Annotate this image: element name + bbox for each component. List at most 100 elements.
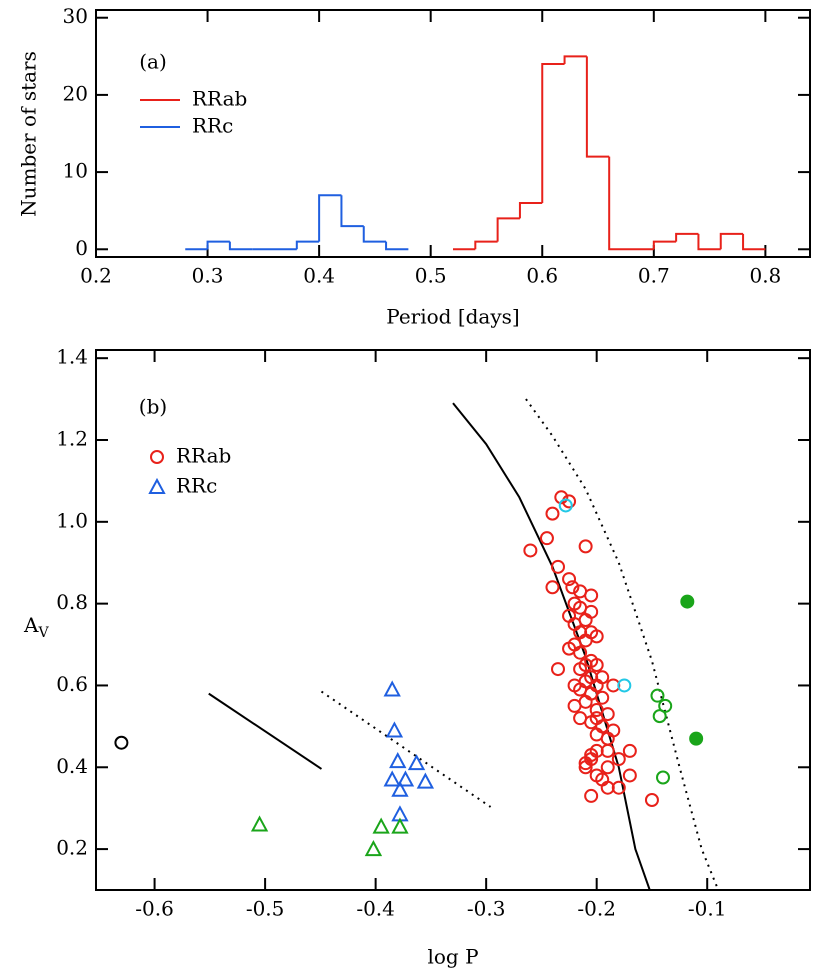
histogram-step [474, 240, 498, 250]
x-tick-label: 0.6 [526, 264, 558, 288]
y-tick-label: 0.8 [56, 590, 88, 614]
y-tick-label: 1.4 [56, 345, 88, 369]
histogram-step [228, 241, 253, 251]
circle-marker [680, 594, 695, 609]
y-tick-label: 0.6 [56, 672, 88, 696]
y-tick-label: 30 [63, 4, 88, 28]
circle-marker [545, 506, 560, 521]
x-tick-label: -0.6 [135, 897, 174, 921]
circle-marker [652, 709, 667, 724]
reference-line [452, 402, 651, 891]
y-tick-label: 20 [63, 81, 88, 105]
circle-marker [617, 678, 632, 693]
circle-marker [539, 531, 554, 546]
x-tick-label: -0.3 [467, 897, 506, 921]
triangle-marker [416, 772, 435, 789]
circle-marker [584, 588, 599, 603]
histogram-step [675, 232, 699, 242]
x-axis-label: Period [days] [386, 305, 519, 329]
circle-marker [114, 735, 129, 750]
histogram-step [608, 156, 632, 251]
histogram-step [719, 232, 744, 250]
legend-label: RRab [192, 87, 247, 111]
x-tick-label: 0.3 [192, 264, 224, 288]
circle-marker [600, 780, 615, 795]
histogram-step [496, 217, 520, 242]
panel-label: (b) [139, 395, 167, 419]
x-tick-label: 0.7 [638, 264, 670, 288]
histogram-step [697, 233, 721, 251]
circle-marker [551, 559, 565, 574]
triangle-marker [364, 839, 383, 857]
circle-marker [545, 580, 560, 595]
triangle-marker [372, 817, 390, 834]
reference-line [525, 398, 720, 891]
histogram-step [541, 63, 565, 203]
circle-marker [573, 662, 588, 677]
histogram-step [340, 195, 364, 228]
plot-frame [95, 9, 811, 258]
circle-marker [689, 731, 704, 746]
legend-label: RRab [176, 444, 231, 468]
circle-marker [600, 743, 615, 758]
circle-marker [578, 539, 593, 554]
y-tick-label: 0 [75, 236, 88, 260]
x-tick-label: -0.5 [246, 897, 285, 921]
circle-marker [558, 498, 573, 513]
y-tick-label: 0.2 [56, 836, 88, 860]
triangle-marker [385, 721, 404, 738]
triangle-marker [148, 477, 166, 494]
histogram-step [518, 201, 543, 219]
legend-label: RRc [192, 114, 233, 138]
circle-marker [554, 490, 569, 505]
circle-marker [573, 645, 588, 660]
reference-line [320, 690, 492, 808]
triangle-marker [407, 754, 426, 771]
x-tick-label: 0.4 [303, 264, 335, 288]
histogram-step [652, 240, 677, 250]
circle-marker [551, 662, 565, 677]
y-axis-label: Number of stars [17, 51, 41, 217]
x-tick-label: -0.4 [356, 897, 395, 921]
circle-marker [600, 760, 615, 775]
triangle-marker [383, 770, 401, 787]
y-axis-label: AV [23, 613, 49, 642]
circle-marker [622, 768, 637, 783]
histogram-step [362, 226, 387, 243]
x-tick-label: 0.5 [415, 264, 447, 288]
y-axis-label-subscript: V [37, 625, 49, 641]
x-tick-label: 0.8 [749, 264, 781, 288]
circle-marker [622, 743, 637, 758]
circle-marker [611, 752, 626, 767]
y-tick-label: 1.2 [56, 427, 88, 451]
histogram-step [295, 240, 320, 250]
histogram-step [318, 194, 342, 242]
histogram-step [385, 241, 409, 251]
circle-marker [562, 494, 577, 509]
circle-marker [565, 580, 580, 595]
x-tick-label: -0.2 [577, 897, 616, 921]
y-tick-label: 0.4 [56, 754, 88, 778]
circle-marker [584, 788, 599, 803]
x-tick-label: -0.1 [688, 897, 727, 921]
triangle-marker [396, 770, 415, 787]
circle-marker [644, 793, 659, 807]
x-tick-label: 0.2 [80, 264, 112, 288]
y-tick-label: 1.0 [56, 508, 88, 532]
y-axis-label-main: A [23, 613, 39, 637]
circle-marker [578, 760, 593, 775]
circle-marker [595, 690, 610, 705]
y-tick-label: 10 [63, 159, 88, 183]
triangle-marker [391, 780, 409, 797]
circle-marker [562, 572, 577, 587]
histogram-step [206, 240, 230, 250]
plot-frame [95, 349, 811, 891]
histogram-step [563, 55, 587, 65]
circle-marker [523, 543, 538, 558]
legend-label: RRc [176, 474, 217, 498]
histogram-step [585, 56, 610, 158]
histogram-step [742, 233, 766, 251]
x-axis-label: log P [427, 945, 478, 969]
triangle-marker [250, 815, 269, 832]
